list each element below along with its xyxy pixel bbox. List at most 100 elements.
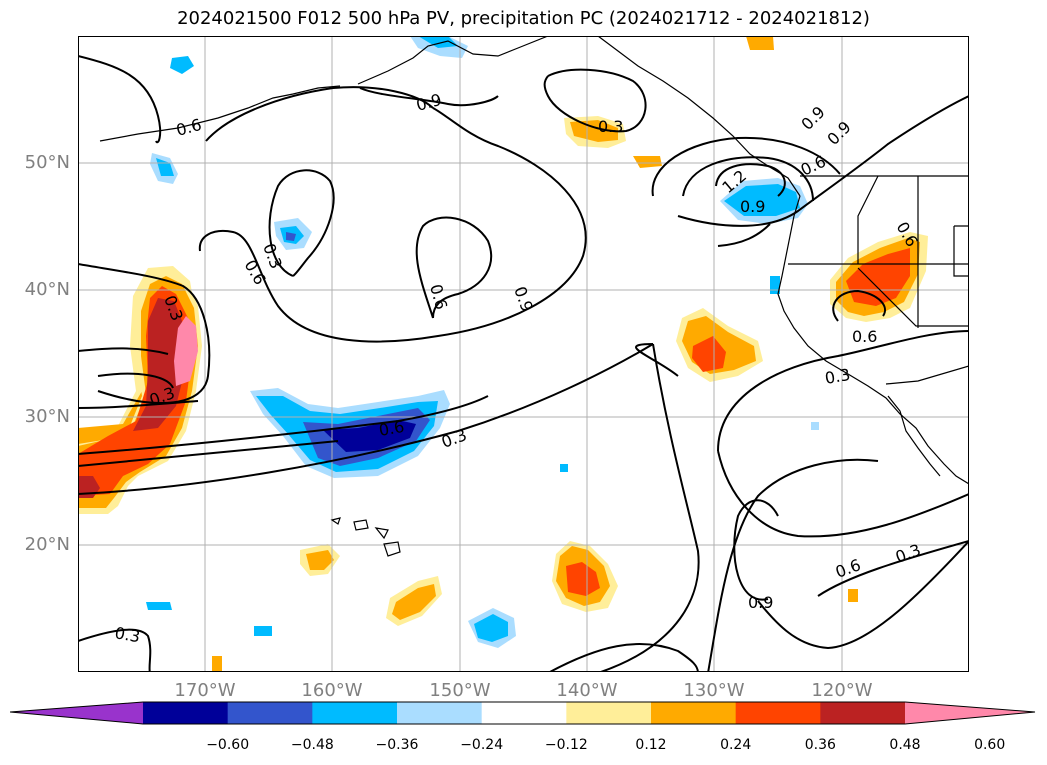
colorbar-segment: [651, 702, 737, 724]
colorbar-segment: [397, 702, 483, 724]
coastlines: [99, 36, 969, 485]
positive-anomaly-area: [133, 298, 186, 431]
pv-contour-line: [97, 372, 174, 389]
pv-contour-line: [651, 136, 841, 197]
lon-label-150w: 150°W: [429, 680, 491, 701]
contour-label: 0.3: [113, 623, 141, 646]
colorbar-tick-label: 0.60: [974, 737, 1006, 753]
negative-anomaly-area: [323, 420, 416, 452]
negative-anomaly-area: [560, 464, 568, 472]
lon-label-140w: 140°W: [556, 680, 618, 701]
pv-contour-line: [205, 86, 434, 142]
pv-contours: [78, 55, 969, 672]
colorbar-tick-label: 0.24: [720, 737, 752, 753]
positive-anomaly-area: [633, 156, 662, 168]
alaska-coast: [357, 36, 549, 85]
contour-label: 0.9: [797, 102, 828, 133]
colorbar-segment: [566, 702, 652, 724]
positive-anomaly-area: [174, 316, 198, 386]
contour-label: 0.9: [740, 197, 765, 216]
state-border: [953, 225, 969, 277]
map-border: [78, 36, 969, 672]
pv-contour-line: [817, 540, 969, 597]
hawaiian-islands: [330, 517, 401, 557]
negative-anomaly-area: [811, 422, 819, 430]
pv-contour-line: [78, 395, 489, 455]
colorbar-segment: [227, 702, 313, 724]
colorbar-tick-label: 0.12: [635, 737, 667, 753]
positive-anomaly-area: [212, 656, 222, 672]
contour-label: 0.9: [748, 593, 773, 612]
pv-contour-line: [78, 628, 152, 672]
contour-label: 0.3: [893, 540, 923, 567]
pv-contour-line: [198, 107, 587, 343]
positive-anomaly-area: [746, 36, 774, 50]
pv-contour-line: [677, 95, 969, 227]
contour-label: 0.3: [823, 365, 851, 388]
pv-contour-line: [717, 450, 969, 538]
pv-contour-line: [717, 223, 771, 247]
pv-contour-line: [78, 400, 199, 409]
colorbar-segment: [735, 702, 821, 724]
pv-contour-line: [543, 68, 647, 133]
alaska-aleutian-coast: [99, 85, 341, 142]
pv-contour-line: [415, 216, 493, 319]
state-border: [857, 267, 969, 327]
negative-anomaly-area: [146, 602, 172, 610]
colorbar-tick-label: 0.36: [804, 737, 836, 753]
contour-label: 0.9: [823, 117, 854, 148]
colorbar-segment: [143, 702, 229, 724]
colorbar-outline: [10, 701, 1036, 725]
colorbar-tick-label: −0.12: [544, 737, 588, 753]
pv-contour-line: [78, 55, 162, 144]
pv-contour-line: [359, 87, 499, 107]
pv-contour-line: [682, 156, 814, 202]
alaska-panhandle-coast: [597, 36, 801, 197]
negative-anomaly-area: [474, 614, 508, 642]
negative-anomaly-area: [286, 232, 296, 241]
positive-anomaly-area: [848, 589, 858, 602]
lon-label-160w: 160°W: [301, 680, 363, 701]
mexico-border: [885, 365, 969, 385]
pv-contour-line: [78, 347, 169, 355]
state-border: [857, 175, 879, 264]
colorbar-segment: [312, 702, 398, 724]
pv-contour-line: [717, 330, 969, 452]
lon-label-130w: 130°W: [683, 680, 745, 701]
contour-label: 0.6: [833, 555, 863, 582]
colorbar-segment: [481, 702, 567, 724]
pv-contour-line: [715, 163, 786, 197]
pv-contour-line: [78, 343, 654, 495]
map-title: 2024021500 F012 500 hPa PV, precipitatio…: [177, 8, 870, 29]
contour-label: 0.6: [377, 417, 405, 440]
colorbar-tick-label: −0.48: [290, 737, 334, 753]
colorbar-tick-label: 0.48: [889, 737, 921, 753]
contour-label: 0.6: [852, 327, 877, 346]
pv-contour-line: [547, 643, 699, 672]
positive-anomaly-area: [570, 120, 618, 142]
colorbar-tick-label: −0.24: [460, 737, 504, 753]
pv-contour-line: [78, 440, 339, 467]
colorbar-tick-label: −0.60: [206, 737, 250, 753]
lat-label-50n: 50°N: [24, 152, 70, 173]
colorbar-extend-low: [10, 702, 143, 724]
colorbar: [10, 701, 1036, 725]
pv-contour-line: [597, 343, 700, 672]
lon-label-120w: 120°W: [811, 680, 873, 701]
contour-label: 0.6: [174, 115, 204, 140]
map-panel[interactable]: 0.6 0.9 0.3 0.3 0.6 0.3 0.9 0.3 0.6 0.3 …: [78, 36, 970, 673]
negative-anomaly-area: [254, 626, 272, 636]
lat-label-40n: 40°N: [24, 279, 70, 300]
colorbar-segment: [820, 702, 906, 724]
negative-anomaly-area: [418, 36, 458, 48]
contour-label: 0.9: [510, 284, 537, 314]
lon-label-170w: 170°W: [174, 680, 236, 701]
negative-anomaly-area: [170, 56, 194, 74]
lat-label-20n: 20°N: [24, 534, 70, 555]
contour-label: 0.3: [598, 117, 623, 136]
pv-contour-line: [733, 499, 779, 601]
us-west-coast: [777, 195, 969, 485]
positive-anomaly-area: [392, 584, 436, 620]
gridlines: [78, 36, 969, 672]
positive-anomaly-area: [566, 562, 600, 596]
